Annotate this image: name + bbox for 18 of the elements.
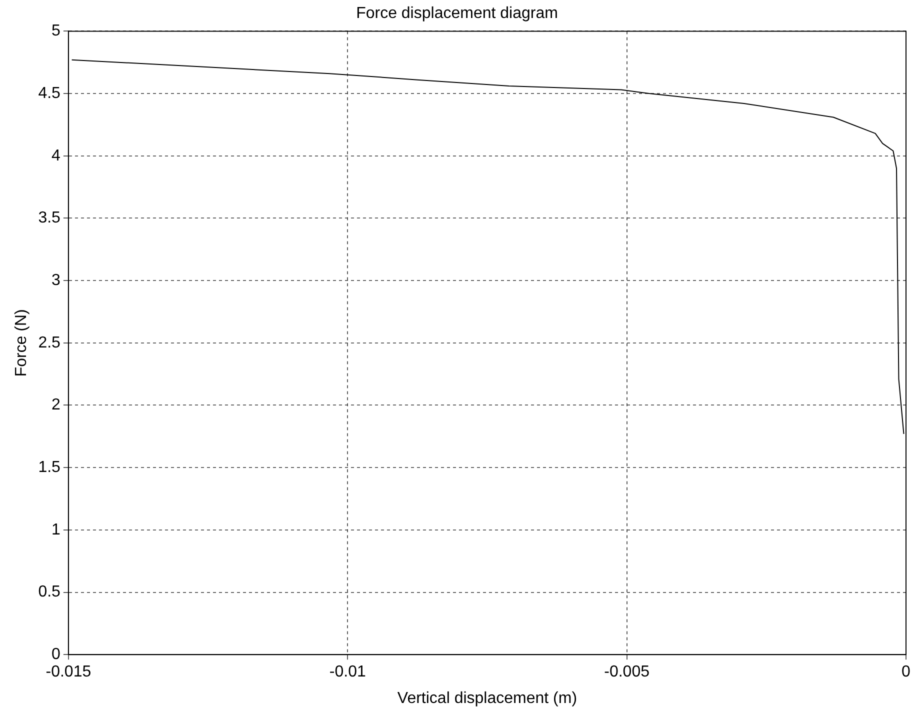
y-tick-label: 4 — [52, 147, 61, 164]
x-tick-label: -0.005 — [604, 664, 650, 681]
y-tick-label: 3.5 — [38, 210, 61, 227]
y-tick-label: 2 — [52, 396, 61, 414]
x-tick-label: 0 — [902, 664, 911, 681]
y-tick-label: 0.5 — [38, 584, 61, 601]
y-tick-label: 1.5 — [38, 458, 61, 476]
y-tick-label: 0 — [52, 646, 61, 664]
y-tick-label: 3 — [52, 272, 61, 289]
y-tick-label: 5 — [52, 22, 61, 40]
y-tick-label: 1 — [52, 521, 61, 538]
x-tick-label: -0.015 — [46, 664, 92, 681]
chart-title: Force displacement diagram — [356, 5, 558, 22]
y-tick-label: 4.5 — [38, 84, 61, 102]
y-axis-title: Force (N) — [13, 309, 30, 377]
y-tick-label: 2.5 — [38, 334, 61, 352]
x-tick-label: -0.01 — [329, 664, 366, 681]
x-axis-title: Vertical displacement (m) — [397, 690, 578, 707]
